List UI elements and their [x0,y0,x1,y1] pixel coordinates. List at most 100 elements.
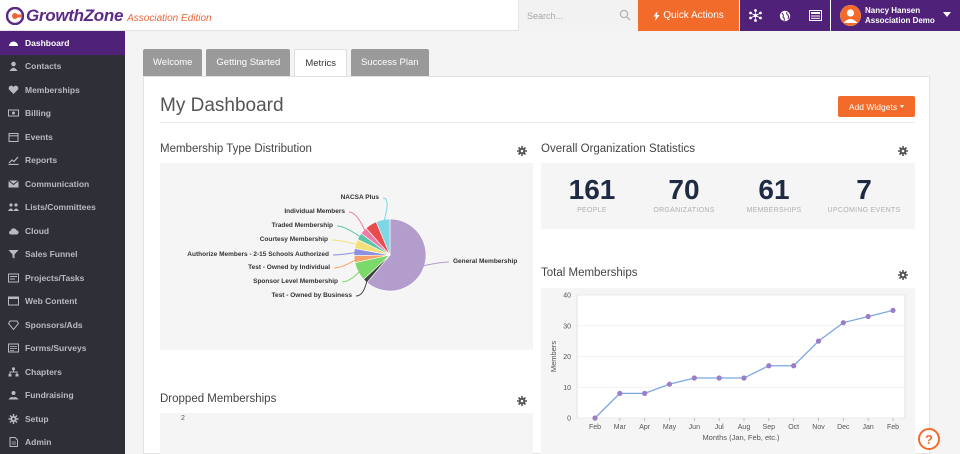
sidebar-item-setup[interactable]: Setup [0,407,125,431]
gear-icon[interactable] [517,396,527,406]
add-widgets-button[interactable]: Add Widgets [838,96,915,117]
pie-label-connector [355,278,368,297]
data-point[interactable] [642,390,648,396]
heart-icon [8,85,19,95]
sidebar-item-forms-surveys[interactable]: Forms/Surveys [0,337,125,361]
tab-getting-started[interactable]: Getting Started [206,49,291,76]
total-memberships-title: Total Memberships [541,267,638,279]
sidebar-item-cloud[interactable]: Cloud [0,219,125,243]
search-input[interactable] [527,8,617,23]
user-menu[interactable]: Nancy Hansen Association Demo [831,0,960,31]
data-point[interactable] [666,381,673,387]
network-button[interactable] [740,0,770,31]
sidebar-item-billing[interactable]: Billing [0,102,125,126]
question-icon: ? [925,431,933,447]
data-point[interactable] [741,375,747,381]
tab-metrics[interactable]: Metrics [294,49,347,76]
person-icon [8,61,19,72]
stat-value: 61 [758,174,790,205]
sidebar-item-label: Fundraising [25,390,74,401]
data-point[interactable] [815,338,822,344]
x-tick-label: Jul [715,424,724,431]
data-point[interactable] [617,390,623,396]
pie-label: General Membership [453,258,518,265]
page-title: My Dashboard [160,95,284,116]
sidebar-item-web-content[interactable]: Web Content [0,290,125,314]
sidebar-item-label: Cloud [25,225,50,236]
sidebar-item-label: Communication [25,178,90,189]
x-tick-label: Oct [788,424,799,431]
news-button[interactable] [800,0,830,31]
sidebar-item-reports[interactable]: Reports [0,149,125,173]
growthzone-logo-icon [6,7,24,25]
gear-icon[interactable] [898,146,908,156]
file-icon [8,437,19,448]
cloud-icon [8,226,19,236]
network-icon [748,9,762,22]
sidebar-item-communication[interactable]: Communication [0,172,125,196]
pie-label: Individual Members [284,208,345,215]
bolt-icon [653,10,660,21]
sidebar-item-dashboard[interactable]: Dashboard [0,31,125,55]
divider [160,122,915,123]
tab-success-plan[interactable]: Success Plan [350,49,429,76]
stat-label: MEMBERSHIPS [746,207,802,214]
data-point[interactable] [865,313,871,320]
pie-label-connector [420,261,450,267]
sidebar-item-fundraising[interactable]: Fundraising [0,384,125,408]
y-tick-label: 30 [563,323,571,330]
pie-label-connector [333,258,358,269]
data-point[interactable] [691,375,697,381]
sidebar-item-memberships[interactable]: Memberships [0,78,125,102]
sidebar-item-label: Sponsors/Ads [25,319,83,330]
sidebar-item-chapters[interactable]: Chapters [0,360,125,384]
pie-slice-nacsa-plus[interactable] [375,218,391,256]
sidebar-item-contacts[interactable]: Contacts [0,55,125,79]
stat-value: 7 [856,174,872,205]
dropped-memberships-panel: 2 [160,413,533,454]
sidebar-item-lists-committees[interactable]: Lists/Committees [0,196,125,220]
data-point[interactable] [766,363,772,369]
globe-button[interactable] [770,0,800,31]
pie-label: Authorize Members - 2-15 Schools Authori… [187,251,329,258]
data-point[interactable] [592,415,598,421]
search-icon[interactable] [619,9,631,21]
pie-label-connector [348,211,367,233]
funnel-icon [8,249,19,259]
sidebar-item-label: Memberships [25,84,80,95]
user-avatar-icon [840,5,861,26]
y-tick-label: 20 [563,354,571,361]
sidebar: Dashboard Contacts Memberships Billing Event… [0,31,125,454]
pie-label-connector [332,251,358,256]
quick-actions-label: Quick Actions [663,10,724,21]
newspaper-icon [808,10,822,21]
x-tick-label: Nov [812,424,825,431]
data-point[interactable] [716,375,722,381]
quick-actions-button[interactable]: Quick Actions [638,0,739,31]
search-box [518,0,638,31]
sidebar-item-events[interactable]: Events [0,125,125,149]
x-axis-label: Months (Jan, Feb, etc.) [702,433,780,442]
pie-slice-general-membership[interactable] [366,218,427,292]
gear-icon[interactable] [898,270,908,280]
pie-label: NACSA Plus [340,194,379,201]
sidebar-item-label: Events [25,131,53,142]
sidebar-item-projects-tasks[interactable]: Projects/Tasks [0,266,125,290]
sidebar-item-sales-funnel[interactable]: Sales Funnel [0,243,125,267]
y-axis-label: Members [549,341,558,373]
sidebar-item-admin[interactable]: Admin [0,431,125,454]
sidebar-item-label: Projects/Tasks [25,272,85,283]
tab-welcome[interactable]: Welcome [143,49,203,76]
stat-label: PEOPLE [577,207,607,214]
help-button[interactable]: ? [918,428,940,450]
globe-icon [779,10,791,21]
logo[interactable]: GrowthZone Association Edition [6,6,212,26]
stat-label: ORGANIZATIONS [653,207,715,214]
sidebar-item-sponsors-ads[interactable]: Sponsors/Ads [0,313,125,337]
data-point[interactable] [890,307,896,313]
gear-icon[interactable] [517,146,527,156]
data-point[interactable] [840,320,846,326]
envelope-icon [8,179,19,189]
x-tick-label: May [663,424,677,431]
data-point[interactable] [791,363,797,369]
